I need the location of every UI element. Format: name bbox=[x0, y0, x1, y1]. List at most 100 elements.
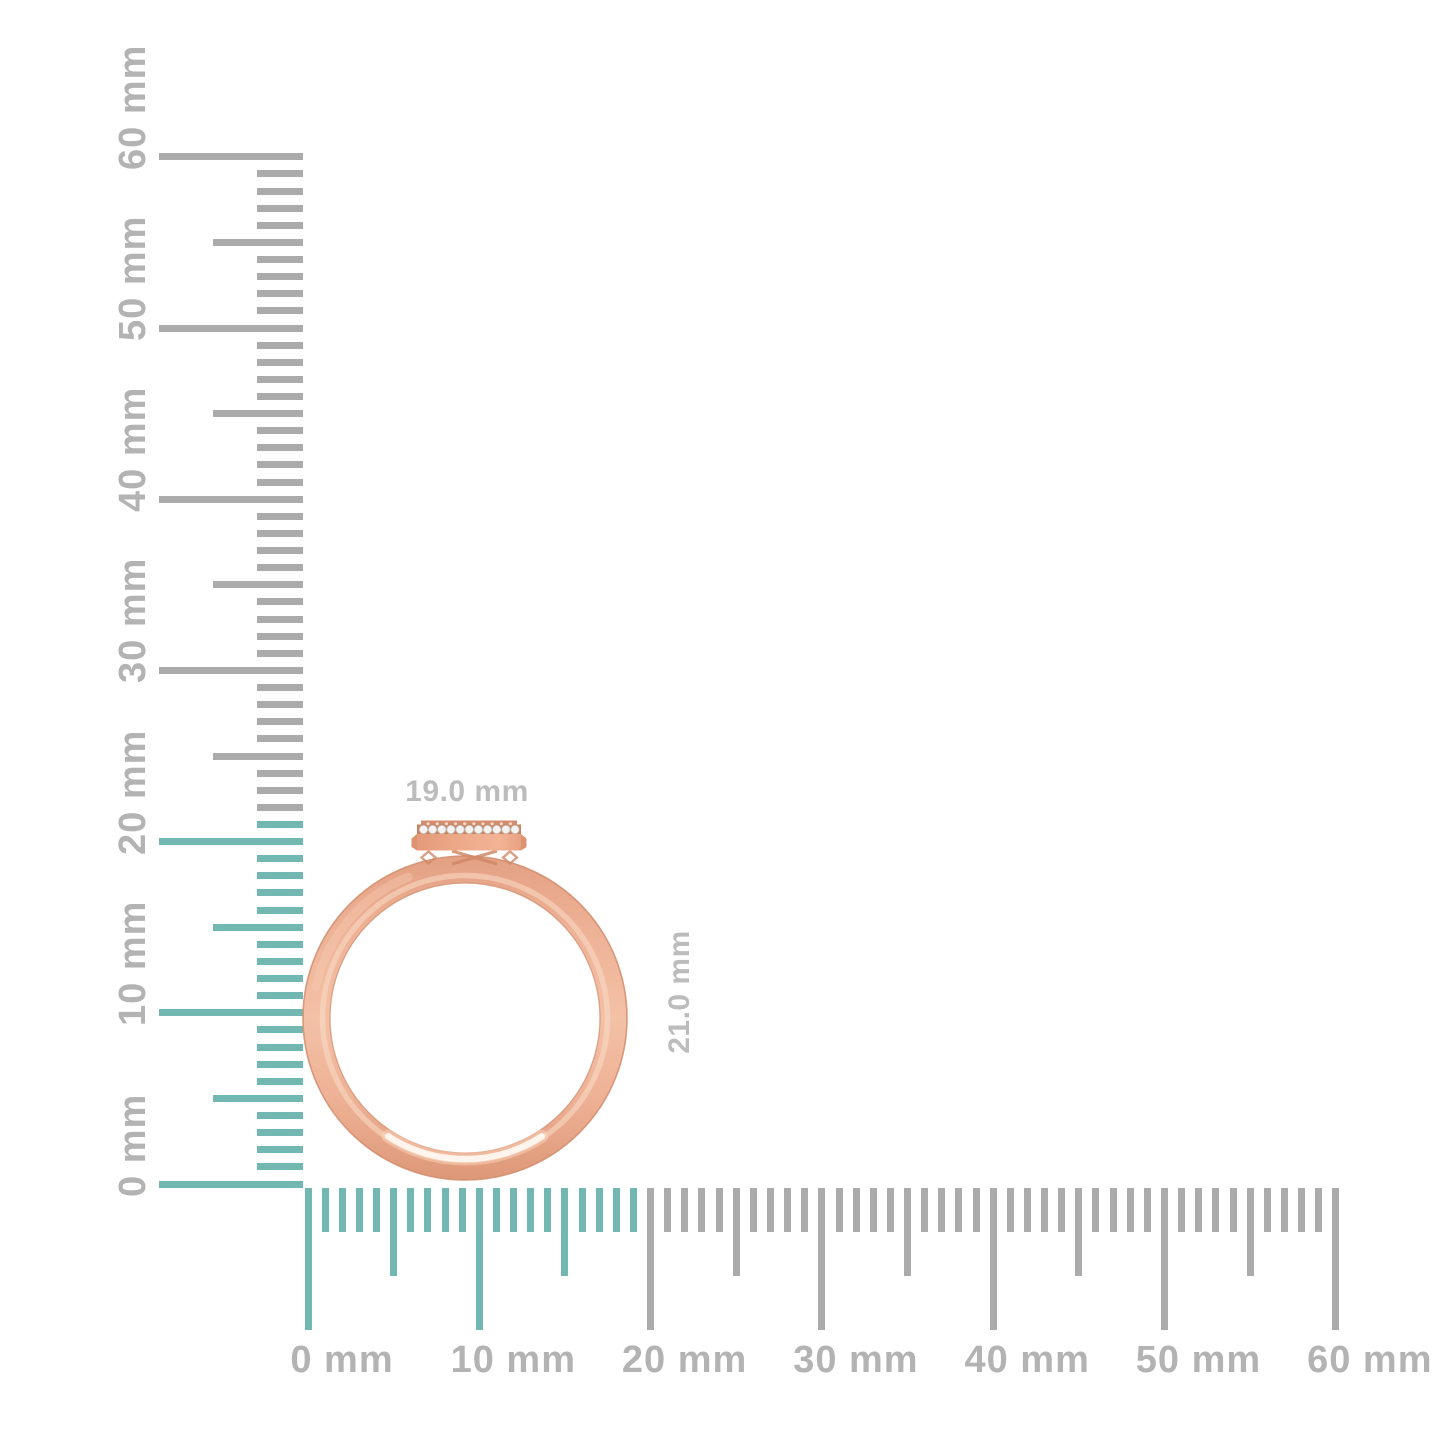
diamond-stones bbox=[418, 822, 520, 835]
horizontal-ruler-label-60: 60 mm bbox=[1307, 1339, 1433, 1381]
vertical-tick-23mm bbox=[257, 786, 303, 794]
vertical-tick-42mm bbox=[257, 461, 303, 469]
horizontal-ruler-label-20: 20 mm bbox=[621, 1339, 748, 1381]
diamond-stone bbox=[455, 824, 465, 835]
horizontal-tick-56mm bbox=[1263, 1188, 1271, 1232]
vertical-tick-3mm bbox=[257, 1129, 303, 1137]
horizontal-tick-31mm bbox=[835, 1188, 843, 1232]
band-top-left-sheen bbox=[311, 872, 413, 991]
horizontal-tick-1mm bbox=[321, 1188, 329, 1232]
horizontal-tick-60mm bbox=[1332, 1188, 1340, 1330]
diamond-stone bbox=[437, 824, 447, 835]
vertical-tick-1mm bbox=[257, 1163, 303, 1171]
horizontal-tick-38mm bbox=[955, 1188, 963, 1232]
ring-band bbox=[302, 855, 628, 1181]
vertical-tick-20mm bbox=[159, 838, 303, 846]
vertical-tick-27mm bbox=[257, 718, 303, 726]
horizontal-tick-14mm bbox=[544, 1188, 552, 1232]
head-stone-channel bbox=[417, 824, 521, 835]
prong-dot bbox=[463, 822, 467, 826]
horizontal-ruler-label-30: 30 mm bbox=[793, 1339, 919, 1381]
vertical-tick-12mm bbox=[257, 975, 303, 983]
horizontal-tick-51mm bbox=[1178, 1188, 1186, 1232]
diamond-stone bbox=[427, 824, 438, 835]
vertical-tick-58mm bbox=[257, 187, 303, 195]
vertical-tick-45mm bbox=[213, 410, 303, 418]
head-top-lip bbox=[421, 820, 517, 827]
vertical-tick-60mm bbox=[159, 153, 303, 161]
horizontal-tick-48mm bbox=[1126, 1188, 1134, 1232]
band-outer-edge bbox=[302, 855, 628, 1181]
vertical-tick-10mm bbox=[159, 1009, 303, 1017]
prong-dot bbox=[435, 822, 439, 826]
vertical-tick-30mm bbox=[159, 666, 303, 674]
horizontal-tick-54mm bbox=[1229, 1188, 1237, 1232]
horizontal-tick-36mm bbox=[921, 1188, 929, 1232]
horizontal-tick-53mm bbox=[1212, 1188, 1220, 1232]
vertical-ruler-label-30: 30 mm bbox=[112, 557, 154, 684]
horizontal-tick-27mm bbox=[767, 1188, 774, 1232]
vertical-tick-2mm bbox=[257, 1146, 303, 1154]
vertical-tick-36mm bbox=[257, 564, 303, 572]
width-dimension-label: 19.0 mm bbox=[405, 775, 529, 808]
horizontal-tick-49mm bbox=[1143, 1188, 1151, 1232]
horizontal-ruler-label-40: 40 mm bbox=[964, 1339, 1090, 1381]
vertical-tick-33mm bbox=[257, 615, 303, 623]
prong-dot bbox=[481, 822, 485, 826]
vertical-tick-13mm bbox=[257, 957, 303, 965]
diamond-stone bbox=[418, 824, 429, 835]
vertical-tick-48mm bbox=[257, 358, 303, 366]
horizontal-tick-4mm bbox=[373, 1188, 381, 1232]
prong-dot bbox=[472, 822, 476, 826]
horizontal-tick-45mm bbox=[1075, 1188, 1083, 1276]
horizontal-tick-23mm bbox=[698, 1188, 706, 1232]
horizontal-tick-47mm bbox=[1109, 1188, 1117, 1232]
horizontal-tick-43mm bbox=[1041, 1188, 1049, 1232]
vertical-tick-19mm bbox=[257, 855, 303, 863]
horizontal-tick-46mm bbox=[1092, 1188, 1100, 1232]
vertical-tick-5mm bbox=[213, 1094, 303, 1102]
horizontal-tick-11mm bbox=[492, 1188, 500, 1232]
horizontal-tick-17mm bbox=[595, 1188, 603, 1232]
gallery-cross-detail bbox=[451, 849, 498, 866]
horizontal-tick-34mm bbox=[886, 1188, 894, 1232]
vertical-ruler-label-20: 20 mm bbox=[112, 729, 154, 855]
vertical-tick-4mm bbox=[257, 1112, 303, 1120]
vertical-ruler-label-10: 10 mm bbox=[112, 900, 154, 1026]
vertical-tick-22mm bbox=[257, 803, 303, 811]
vertical-tick-0mm bbox=[159, 1180, 303, 1188]
vertical-tick-40mm bbox=[159, 495, 303, 503]
vertical-tick-44mm bbox=[257, 427, 303, 435]
horizontal-tick-40mm bbox=[989, 1188, 997, 1330]
vertical-tick-6mm bbox=[257, 1077, 303, 1085]
head-right-bevel bbox=[521, 834, 527, 851]
horizontal-tick-44mm bbox=[1058, 1188, 1066, 1232]
vertical-tick-9mm bbox=[257, 1026, 303, 1034]
horizontal-tick-55mm bbox=[1246, 1188, 1254, 1276]
diamond-stone bbox=[501, 824, 511, 835]
horizontal-tick-3mm bbox=[355, 1188, 363, 1232]
vertical-tick-47mm bbox=[257, 375, 303, 383]
horizontal-tick-8mm bbox=[441, 1188, 449, 1232]
prong-dot bbox=[444, 822, 448, 826]
vertical-tick-32mm bbox=[257, 632, 303, 640]
vertical-tick-56mm bbox=[257, 221, 303, 229]
prong-dot bbox=[508, 822, 512, 826]
horizontal-tick-10mm bbox=[475, 1188, 483, 1330]
horizontal-ruler-label-0: 0 mm bbox=[290, 1339, 394, 1381]
horizontal-tick-26mm bbox=[749, 1188, 757, 1232]
diamond-stone bbox=[510, 824, 520, 835]
vertical-tick-43mm bbox=[257, 444, 303, 452]
vertical-tick-14mm bbox=[257, 940, 303, 948]
horizontal-tick-59mm bbox=[1315, 1188, 1323, 1232]
vertical-tick-52mm bbox=[257, 290, 303, 298]
vertical-tick-53mm bbox=[257, 273, 303, 281]
horizontal-tick-5mm bbox=[390, 1188, 398, 1276]
vertical-ruler-label-50: 50 mm bbox=[112, 215, 154, 341]
vertical-tick-35mm bbox=[213, 581, 303, 589]
vertical-tick-57mm bbox=[257, 204, 303, 212]
vertical-tick-21mm bbox=[257, 820, 303, 828]
band-inner-edge bbox=[329, 882, 601, 1154]
horizontal-tick-0mm bbox=[304, 1188, 312, 1330]
ring-head bbox=[411, 820, 527, 866]
